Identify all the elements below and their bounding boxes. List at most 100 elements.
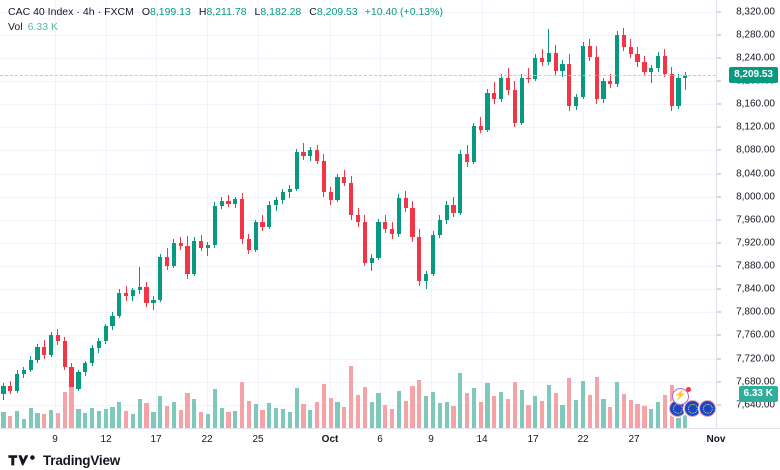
footer-brand: TradingView	[0, 450, 780, 470]
volume-bar-down	[260, 410, 265, 428]
brand-name: TradingView	[43, 452, 121, 468]
volume-bar-up	[274, 408, 279, 428]
time-tick-label: 17	[150, 434, 162, 445]
volume-bar-up	[335, 401, 340, 428]
candle-up	[430, 234, 436, 275]
price-tick-label: 8,320.00	[736, 6, 775, 18]
volume-bar-up	[49, 410, 54, 428]
legend-primary-row: CAC 40 Index · 4h · FXCM O8,199.13 H8,21…	[8, 5, 443, 19]
candle-up	[35, 347, 40, 360]
symbol-name[interactable]: CAC 40 Index	[8, 6, 74, 18]
candle-down	[342, 176, 347, 183]
volume-bar-up	[519, 389, 524, 428]
volume-bar-down	[246, 400, 251, 428]
candle-wick	[480, 116, 482, 134]
candle-down	[144, 286, 149, 304]
volume-bar-up	[615, 381, 620, 428]
candle-down	[383, 222, 388, 230]
candle-down	[464, 153, 470, 162]
candle-down	[8, 386, 13, 391]
eu-economic-event-icon[interactable]	[699, 400, 716, 417]
volume-bar-up	[499, 391, 504, 428]
price-tick-dash	[717, 381, 721, 383]
candle-down	[505, 77, 511, 91]
candle-wick	[139, 267, 141, 294]
candle-up	[560, 63, 565, 71]
horizontal-gridline	[0, 196, 716, 198]
current-price-badge[interactable]: 8,209.53	[729, 67, 778, 84]
exchange-label[interactable]: FXCM	[104, 6, 134, 18]
candle-up	[287, 188, 292, 193]
volume-bar-down	[301, 403, 306, 428]
volume-bar-up	[376, 393, 381, 428]
price-tick-dash	[717, 173, 721, 174]
price-tick-dash	[717, 219, 721, 221]
candle-down	[567, 63, 572, 107]
interval-label[interactable]: 4h	[82, 6, 95, 18]
candle-down	[362, 222, 367, 263]
volume-bar-up	[267, 403, 272, 428]
price-tick-label: 8,280.00	[736, 29, 775, 41]
price-tick-dash	[717, 311, 721, 313]
ohlc-close: C8,209.53	[309, 5, 357, 19]
volume-bar-down	[144, 402, 149, 428]
candle-down	[492, 92, 497, 100]
candle-up	[76, 372, 81, 389]
volume-bar-up	[396, 390, 402, 428]
candle-down	[246, 239, 251, 250]
volume-bar-up	[458, 373, 463, 428]
candle-down	[185, 246, 190, 275]
volume-bar-down	[8, 415, 13, 428]
vertical-gridline	[55, 0, 56, 428]
legend-volume-row: Vol 6.33 K	[8, 20, 443, 34]
chart-plot-area[interactable]	[0, 0, 716, 428]
candle-up	[205, 245, 211, 248]
high-value: 8,211.78	[206, 6, 247, 18]
horizontal-gridline	[0, 11, 716, 13]
horizontal-gridline	[0, 34, 716, 36]
ohlc-open: O8,199.13	[142, 5, 191, 19]
volume-bar-down	[505, 398, 511, 428]
volume-bar-up	[287, 411, 292, 428]
volume-bar-up	[444, 401, 449, 428]
candle-up	[14, 373, 20, 391]
volume-bar-up	[89, 408, 95, 428]
volume-bar-down	[608, 407, 613, 428]
candle-down	[478, 126, 483, 130]
time-tick-label: 22	[577, 434, 589, 445]
vertical-gridline	[380, 0, 381, 428]
time-tick-label: 22	[201, 434, 213, 445]
volume-bar-up	[21, 418, 26, 428]
current-volume-badge[interactable]: 6.33 K	[738, 386, 778, 403]
candle-down	[389, 229, 395, 234]
volume-bar-up	[110, 407, 115, 428]
volume-bar-up	[649, 408, 654, 428]
candle-up	[649, 68, 654, 72]
candle-up	[580, 46, 586, 98]
time-axis[interactable]: 9 12 17 22 25 Oct 6 9 14 17 22 27 Nov	[0, 428, 780, 450]
price-axis[interactable]: 8,320.008,280.008,240.008,200.008,160.00…	[716, 0, 780, 428]
volume-bar-up	[233, 410, 238, 428]
candle-down	[349, 182, 354, 216]
volume-bar-up	[580, 380, 586, 428]
candle-down	[124, 292, 129, 297]
time-tick-label: 6	[377, 434, 383, 445]
candle-wick	[684, 71, 686, 91]
volume-bar-down	[628, 400, 633, 428]
lightning-bolt-icon[interactable]: ⚡	[672, 388, 689, 405]
volume-bar-up	[96, 411, 101, 428]
candle-up	[49, 335, 54, 356]
volume-bar-down	[185, 392, 190, 428]
volume-bar-up	[205, 414, 211, 428]
candle-up	[253, 222, 258, 250]
candle-up	[274, 200, 279, 205]
candle-down	[403, 197, 408, 209]
volume-bar-down	[124, 410, 129, 428]
tradingview-logo-icon	[8, 454, 35, 465]
horizontal-gridline	[0, 242, 716, 244]
horizontal-gridline	[0, 57, 716, 59]
volume-label[interactable]: Vol	[8, 21, 23, 33]
candle-wick	[650, 64, 652, 84]
volume-value: 6.33 K	[27, 21, 58, 33]
volume-bar-down	[635, 403, 640, 428]
